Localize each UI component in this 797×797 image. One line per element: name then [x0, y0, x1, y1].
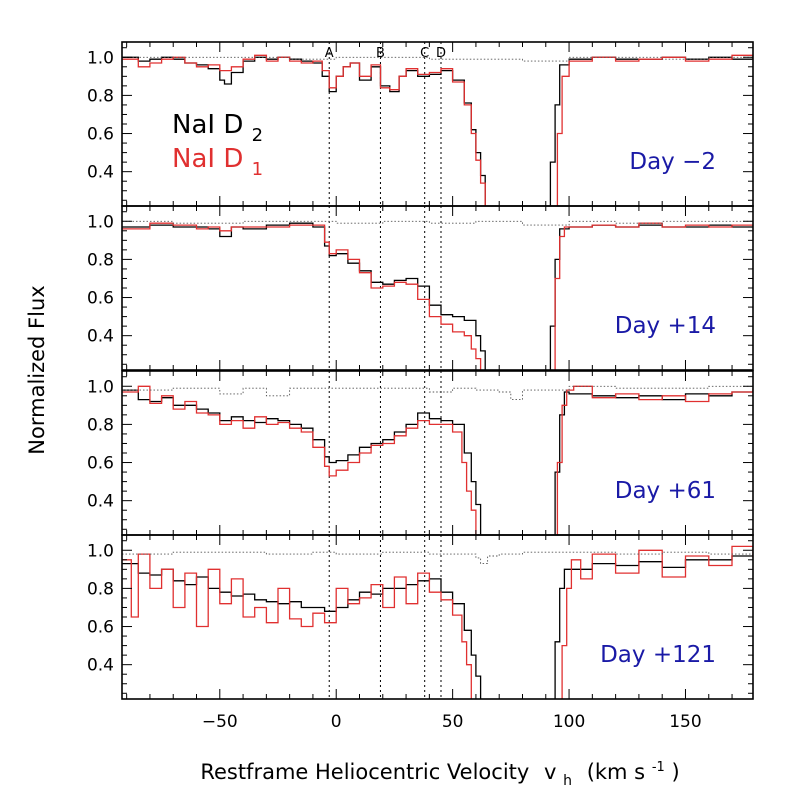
y-tick-label: 0.6 — [87, 618, 114, 638]
y-tick-label: 0.4 — [87, 327, 114, 347]
panel-1: 0.4 0.6 0.8 1.0 Day −2 — [87, 41, 754, 207]
series-telluric-panel-3 — [122, 385, 753, 401]
day-label: Day +14 — [615, 313, 716, 339]
x-tick-label: 0 — [331, 712, 342, 732]
day-label: Day +61 — [615, 478, 716, 504]
legend-d2-name: NaI D — [172, 110, 243, 140]
series-telluric-panel-2 — [122, 220, 753, 226]
panel-frame — [121, 534, 754, 700]
series-nai-d1-panel-1 — [122, 54, 753, 206]
y-tick-label: 0.6 — [87, 289, 114, 309]
x-axis-label-text: Restframe Heliocentric Velocity — [200, 760, 529, 784]
legend-d1-sub: 1 — [252, 159, 263, 180]
y-tick-label: 0.6 — [87, 125, 114, 145]
series-telluric-panel-4 — [122, 551, 753, 565]
x-tick-label: 150 — [669, 712, 701, 732]
y-tick-label: 1.0 — [87, 541, 114, 561]
series-telluric-panel-1 — [122, 56, 753, 62]
y-tick-label: 0.4 — [87, 492, 114, 512]
legend-d2-sub: 2 — [252, 125, 263, 146]
y-tick-label: 1.0 — [87, 377, 114, 397]
legend-entry-d1: NaI D 1 — [172, 144, 263, 180]
x-axis-label-sub: h — [563, 773, 572, 789]
panel-4: 0.4 0.6 0.8 1.0 Day +121 — [87, 534, 754, 700]
y-tick-label: 0.8 — [87, 579, 114, 599]
y-tick-label: 0.8 — [87, 86, 114, 106]
x-axis-label-units-sup: -1 — [652, 760, 665, 775]
y-tick-label: 0.4 — [87, 163, 114, 183]
series-nai-d1-panel-4 — [122, 545, 753, 699]
series-nai-d1-panel-2 — [122, 222, 753, 370]
component-label-B: B — [376, 46, 385, 61]
y-axis-label: Normalized Flux — [25, 285, 49, 454]
series-nai-d1-panel-3 — [122, 385, 753, 535]
y-tick-label: 1.0 — [87, 48, 114, 68]
panel-frame — [121, 205, 754, 371]
y-tick-label: 0.6 — [87, 454, 114, 474]
x-axis-label-units: (km s — [587, 760, 645, 784]
x-axis-label-var: v — [544, 760, 556, 784]
series-nai-d2-panel-4 — [122, 554, 753, 699]
x-axis-label: Restframe Heliocentric Velocity v h (km … — [200, 752, 679, 790]
component-label-C: C — [420, 46, 429, 61]
component-label-D: D — [436, 46, 446, 61]
series-nai-d2-panel-2 — [122, 222, 753, 370]
day-label: Day +121 — [600, 642, 716, 668]
y-tick-label: 0.4 — [87, 656, 114, 676]
y-tick-label: 0.8 — [87, 415, 114, 435]
legend-entry-d2: NaI D 2 — [172, 110, 263, 146]
x-tick-label: 50 — [442, 712, 464, 732]
panel-3: 0.4 0.6 0.8 1.0 Day +61 — [87, 370, 754, 536]
legend-d1-name: NaI D — [172, 144, 243, 174]
day-label: Day −2 — [629, 149, 716, 175]
series-nai-d2-panel-3 — [122, 389, 753, 535]
x-tick-label: −50 — [202, 712, 238, 732]
panel-2: 0.4 0.6 0.8 1.0 Day +14 — [87, 205, 754, 371]
component-label-A: A — [325, 46, 334, 61]
x-tick-label: 100 — [553, 712, 585, 732]
x-axis-label-units-close: ) — [671, 760, 679, 784]
y-tick-label: 1.0 — [87, 212, 114, 232]
y-tick-label: 0.8 — [87, 250, 114, 270]
